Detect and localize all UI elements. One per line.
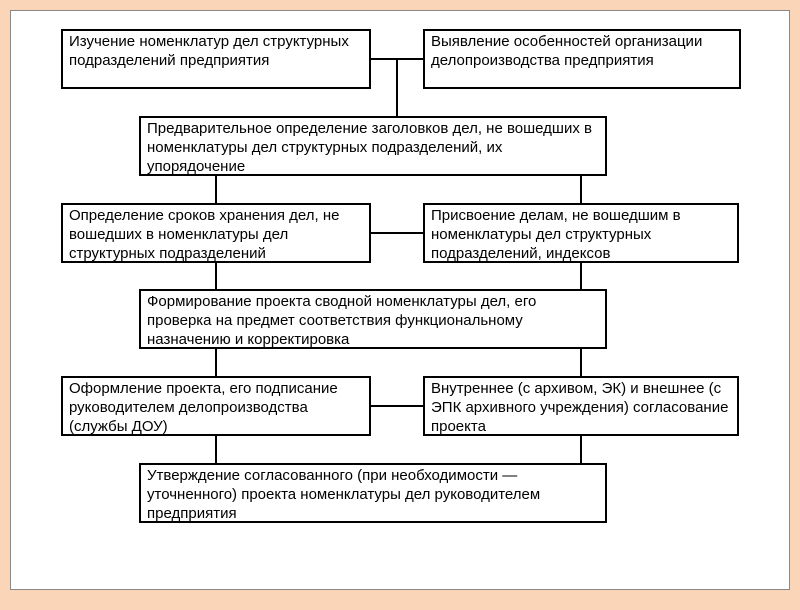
flowchart-node-n6: Формирование проекта сводной номенклатур… — [139, 289, 607, 349]
flowchart-node-text: Оформление проекта, его подписание руков… — [69, 380, 338, 435]
flowchart-node-text: Выявление особенностей организации делоп… — [431, 33, 702, 69]
flowchart-node-n8: Внутреннее (с архивом, ЭК) и внешнее (с … — [423, 376, 739, 436]
flowchart-node-n1: Изучение номенклатур дел структурных под… — [61, 29, 371, 89]
flowchart-node-text: Утверждение согласованного (при необходи… — [147, 467, 540, 522]
flowchart-node-n2: Выявление особенностей организации делоп… — [423, 29, 741, 89]
flowchart-node-n5: Присвоение делам, не вошедшим в номенкла… — [423, 203, 739, 263]
flowchart-node-text: Определение сроков хранения дел, не воше… — [69, 207, 339, 262]
flowchart-node-n9: Утверждение согласованного (при необходи… — [139, 463, 607, 523]
flowchart-node-text: Присвоение делам, не вошедшим в номенкла… — [431, 207, 681, 262]
flowchart-node-text: Изучение номенклатур дел структурных под… — [69, 33, 349, 69]
flowchart-node-n7: Оформление проекта, его подписание руков… — [61, 376, 371, 436]
flowchart-node-n3: Предварительное определение заголовков д… — [139, 116, 607, 176]
flowchart-node-text: Внутреннее (с архивом, ЭК) и внешнее (с … — [431, 380, 728, 435]
flowchart-node-n4: Определение сроков хранения дел, не воше… — [61, 203, 371, 263]
flowchart-canvas: Изучение номенклатур дел структурных под… — [10, 10, 790, 590]
flowchart-node-text: Предварительное определение заголовков д… — [147, 120, 592, 175]
flowchart-node-text: Формирование проекта сводной номенклатур… — [147, 293, 536, 348]
